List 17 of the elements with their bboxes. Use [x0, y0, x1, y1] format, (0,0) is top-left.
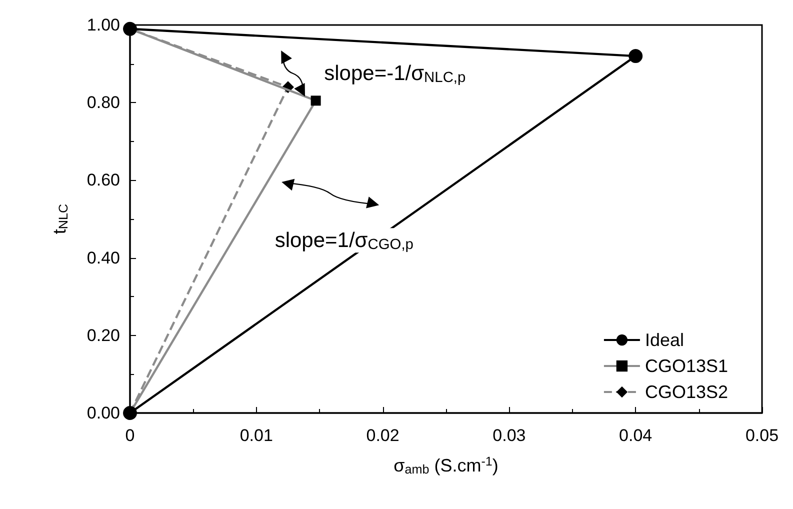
y-axis-title: tNLC — [49, 204, 70, 234]
point — [628, 49, 643, 64]
y-tick-label: 0.00 — [86, 404, 120, 422]
legend-label: CGO13S2 — [644, 382, 728, 402]
y-tick-label: 0.80 — [86, 93, 120, 112]
x-tick-label: 0.01 — [240, 426, 273, 445]
x-tick-label: 0.05 — [745, 426, 779, 445]
y-tick-label: 0.60 — [86, 170, 120, 190]
x-tick-label: 0 — [125, 426, 135, 445]
x-tick-label: 0.03 — [492, 426, 526, 445]
x-tick-label: 0.04 — [619, 426, 652, 445]
x-tick-label: 0.02 — [366, 426, 400, 445]
y-tick-label: 0.40 — [86, 248, 120, 268]
y-tick-label: 1.00 — [86, 16, 120, 34]
legend-label: CGO13S1 — [644, 356, 728, 376]
y-tick-label: 0.20 — [86, 326, 120, 345]
legend-label: Ideal — [644, 330, 684, 350]
